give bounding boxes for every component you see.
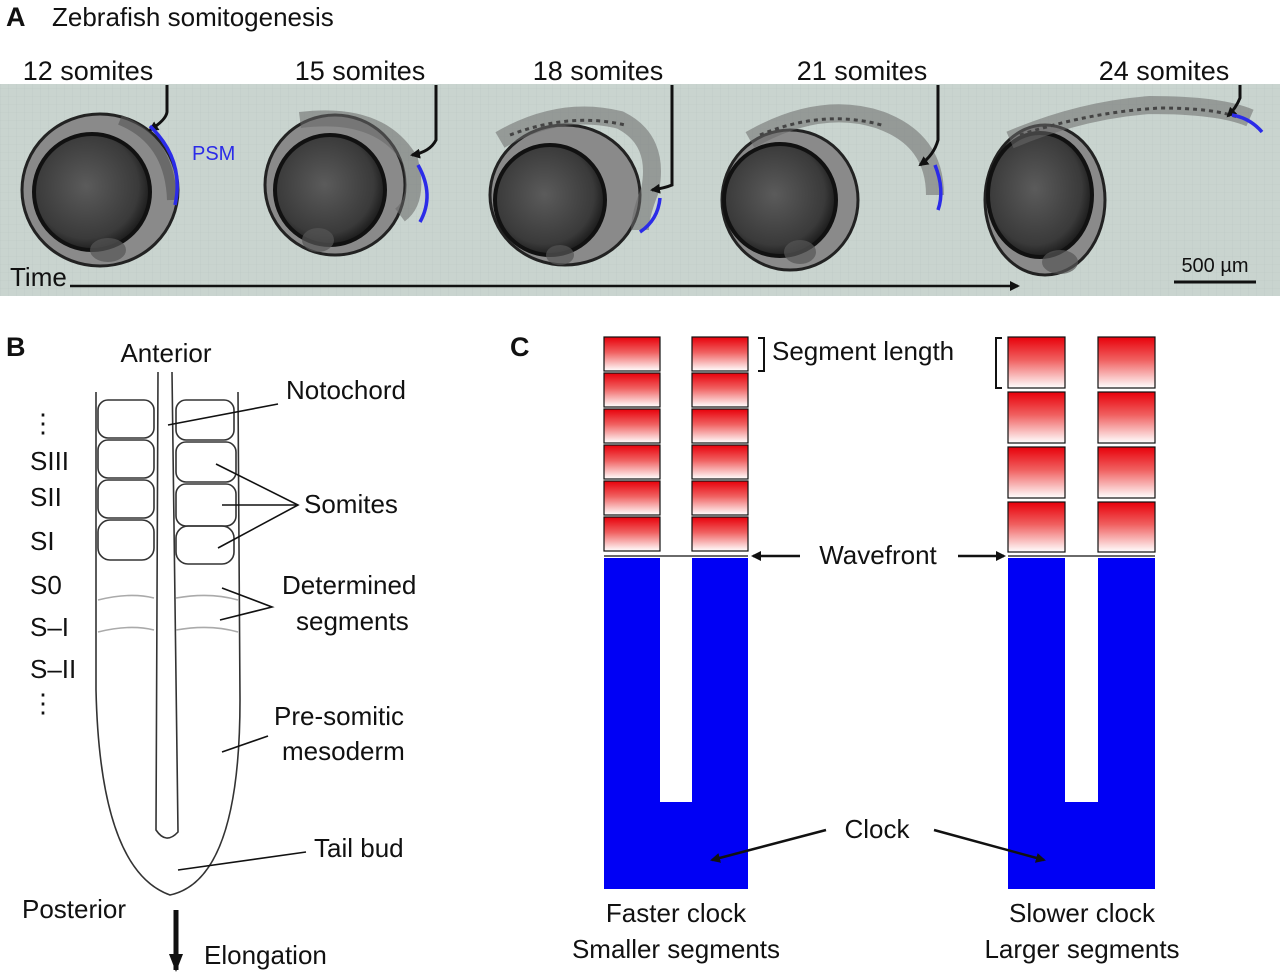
embryo-drawing [95, 371, 241, 896]
posterior-label: Posterior [22, 894, 126, 924]
psm-label-1: Pre-somitic [274, 701, 404, 731]
stage-label-12: 12 somites [23, 56, 154, 86]
psm-arc-21 [933, 164, 943, 211]
clock-arrow-left [710, 828, 827, 863]
left-caption-1: Faster clock [606, 898, 747, 928]
elongation-label: Elongation [204, 940, 327, 970]
clock-arrow-right [933, 828, 1046, 863]
embryo-24-somites [983, 85, 1264, 277]
clock-label: Clock [844, 814, 910, 844]
panel-c-letter: C [510, 332, 530, 362]
right-caption-2: Larger segments [984, 934, 1179, 964]
right-caption-1: Slower clock [1009, 898, 1156, 928]
dots-bottom: ⋮ [30, 688, 56, 718]
s-label-si: SI [30, 526, 55, 556]
determined-leader [219, 587, 275, 621]
determined-label-1: Determined [282, 570, 416, 600]
stage-label-21: 21 somites [797, 56, 928, 86]
slow-segments [1007, 336, 1156, 553]
notochord-label: Notochord [286, 375, 406, 405]
somites-label: Somites [304, 489, 398, 519]
panel-a-title: Zebrafish somitogenesis [52, 2, 334, 32]
stage-label-18: 18 somites [533, 56, 664, 86]
time-label: Time [10, 262, 67, 292]
tail-bud-leader [177, 851, 307, 871]
psm-label-2: mesoderm [282, 736, 405, 766]
stage-label-15: 15 somites [295, 56, 426, 86]
scale-bar-label: 500 µm [1181, 255, 1248, 277]
fast-clock-diagram [603, 336, 749, 889]
psm-arc-24 [1231, 113, 1264, 134]
embryo-18-somites [488, 85, 674, 267]
fast-segments [603, 336, 749, 552]
s-label-siii: SIII [30, 446, 69, 476]
embryo-12-somites: PSM [20, 85, 235, 268]
psm-label: PSM [192, 143, 235, 165]
psm-arc-15 [416, 164, 429, 223]
stage-label-24: 24 somites [1099, 56, 1230, 86]
psm-leader [221, 735, 269, 753]
embryo-15-somites [263, 85, 438, 257]
panel-b-letter: B [6, 332, 26, 362]
psm-arc-12 [148, 124, 179, 206]
slow-clock-shape [1008, 558, 1155, 889]
s-label-s-minus-ii: S–II [30, 654, 76, 684]
dots-top: ⋮ [30, 408, 56, 438]
segment-length-label: Segment length [772, 336, 954, 366]
slow-clock-diagram [1007, 336, 1156, 889]
somites-leader [215, 463, 300, 549]
psm-arc-18 [638, 197, 662, 234]
s-label-s0: S0 [30, 570, 62, 600]
s-label-sii: SII [30, 482, 62, 512]
determined-label-2: segments [296, 606, 409, 636]
left-caption-2: Smaller segments [572, 934, 780, 964]
panel-a-letter: A [6, 2, 26, 32]
tail-bud-label: Tail bud [314, 833, 404, 863]
embryo-21-somites [720, 85, 944, 272]
wavefront-label: Wavefront [819, 540, 937, 570]
notochord-leader [167, 403, 279, 426]
segment-length-bracket-left [758, 337, 765, 372]
fast-clock-shape [604, 558, 748, 889]
segment-length-bracket-right [995, 337, 1002, 389]
s-label-s-minus-i: S–I [30, 612, 69, 642]
anterior-label: Anterior [120, 338, 211, 368]
